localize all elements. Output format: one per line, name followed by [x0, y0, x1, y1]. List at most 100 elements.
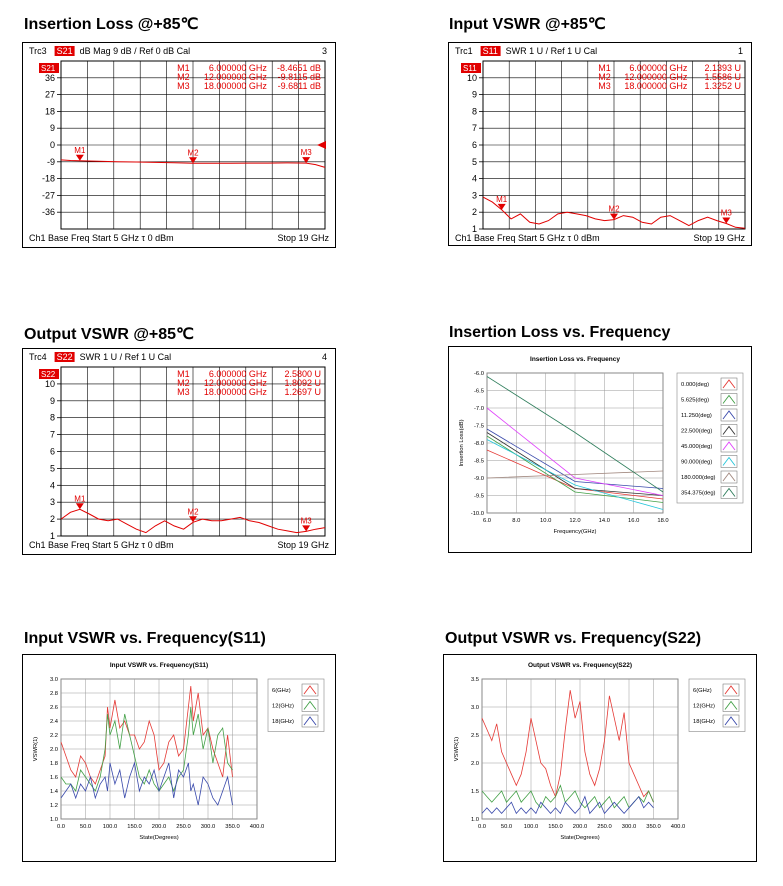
plot-legend-label: 6(GHz) [272, 688, 291, 694]
vna-param-label: S22 [57, 352, 73, 362]
vna-marker-readout-value: -8.4651 dB [277, 63, 321, 73]
vna-y-tick-label: 10 [467, 73, 477, 83]
vna-header-settings: SWR 1 U / Ref 1 U Cal [506, 46, 598, 56]
vna-trace-label: Trc3 [29, 46, 47, 56]
vna-y-tick-label: 7 [472, 123, 477, 133]
plot-x-tick-label: 0.0 [57, 824, 65, 830]
plot-y-tick-label: -7.5 [474, 424, 484, 430]
vna-chart-output-vswr: Trc4 S22 SWR 1 U / Ref 1 U Cal 4 10 9 8 7 6 5 4 3 2 1… [29, 352, 329, 550]
vna-marker-label: M3 [721, 208, 733, 217]
plot-series-line [60, 685, 233, 785]
title-insertion-loss-vs-frequency: Insertion Loss vs. Frequency [449, 324, 671, 341]
vna-y-tick-label: 3 [50, 497, 55, 507]
vna-y-tick-label: 9 [50, 396, 55, 406]
vna-y-tick-label: -9 [47, 157, 55, 167]
vna-marker-readout-name: M2 [598, 72, 611, 82]
plot-x-tick-label: 150.0 [548, 824, 563, 830]
plot-legend-swatch-line [722, 425, 736, 435]
plot-x-tick-label: 150.0 [127, 824, 142, 830]
plot-x-tick-label: 200.0 [152, 824, 167, 830]
vna-marker-readout-freq: 6.000000 GHz [209, 369, 268, 379]
plot-series-line [481, 795, 654, 815]
vna-marker-label: M2 [187, 148, 199, 157]
plot-legend-swatch-line [724, 716, 738, 726]
plot-legend-swatch-box [720, 393, 738, 406]
plot-legend-swatch-box [301, 699, 319, 712]
plot-y-tick-label: -10.0 [471, 511, 484, 517]
vna-marker-readout-value: -9.6811 dB [278, 81, 321, 91]
vna-marker-label: M2 [187, 507, 199, 516]
vna-y-tick-label: 3 [472, 190, 477, 200]
vna-trace-number: 4 [322, 352, 327, 362]
plot-legend-swatch-box [722, 683, 740, 697]
vna-y-tick-label: 4 [50, 480, 55, 490]
plot-x-tick-label: 18.0 [657, 518, 668, 524]
plot-legend-swatch-box [301, 714, 319, 728]
plot-series-line [486, 432, 664, 496]
plot-y-tick-label: 1.4 [50, 789, 59, 795]
plot-y-tick-label: -9.0 [474, 476, 484, 482]
vna-marker-readout-name: M3 [177, 387, 190, 397]
plot-series-line [486, 407, 664, 496]
plot-x-tick-label: 250.0 [597, 824, 612, 830]
vna-marker-readout-freq: 12.000000 GHz [204, 378, 268, 388]
plot-x-tick-label: 400.0 [671, 824, 686, 830]
plot-legend-label: 12(GHz) [693, 704, 715, 710]
plot-y-tick-label: 3.0 [471, 705, 479, 711]
plot-legend-swatch-line [303, 700, 317, 710]
vna-panel-insertion-loss: Trc3 S21 dB Mag 9 dB / Ref 0 dB Cal 3 36 27 18… [22, 42, 336, 248]
plot-y-tick-label: 1.6 [50, 775, 58, 781]
title-output-vswr-85: Output VSWR @+85℃ [24, 326, 195, 343]
title-insertion-loss-85: Insertion Loss @+85℃ [24, 16, 199, 33]
plot-y-tick-label: 2.5 [471, 733, 479, 739]
vna-header-settings: dB Mag 9 dB / Ref 0 dB Cal [80, 46, 191, 56]
title-output-vswr-vs-frequency: Output VSWR vs. Frequency(S22) [445, 630, 702, 647]
plot-title: Input VSWR vs. Frequency(S11) [110, 662, 208, 669]
plot-legend-label: 354.375(deg) [681, 491, 716, 497]
vna-marker-label: M2 [608, 205, 620, 214]
plot-y-tick-label: 2.4 [50, 719, 59, 725]
plot-legend-label: 45.000(deg) [681, 444, 712, 450]
plot-legend-box [676, 372, 744, 504]
plot-x-tick-label: 16.0 [628, 518, 639, 524]
vna-footer-stop: Stop 19 GHz [693, 233, 745, 243]
plot-legend-swatch-box [722, 699, 740, 712]
plot-series-line [60, 761, 233, 806]
vna-trace-number: 3 [322, 46, 327, 56]
vna-marker-readout-freq: 18.000000 GHz [204, 387, 268, 397]
plot-y-tick-label: -6.5 [474, 389, 484, 395]
plot-x-tick-label: 50.0 [80, 824, 91, 830]
vna-param-box [54, 46, 75, 56]
vna-marker-readout-name: M3 [177, 81, 190, 91]
plot-legend-label: 5.625(deg) [681, 398, 709, 404]
vna-y-tick-label: 6 [472, 140, 477, 150]
plot-legend-label: 180.000(deg) [681, 475, 716, 481]
plot-x-tick-label: 0.0 [478, 824, 486, 830]
vna-trace-label: Trc4 [29, 352, 47, 362]
vna-marker-label: M3 [301, 148, 313, 157]
plot-series-line [486, 428, 664, 489]
plot-title: Insertion Loss vs. Frequency [530, 356, 620, 363]
vna-chart-insertion-loss: Trc3 S21 dB Mag 9 dB / Ref 0 dB Cal 3 36 27 18… [29, 46, 329, 243]
title-input-vswr-vs-frequency: Input VSWR vs. Frequency(S11) [24, 630, 266, 647]
vna-chart-input-vswr: Trc1 S11 SWR 1 U / Ref 1 U Cal 1 10 9 8 7 6 5 4 3 2 1… [455, 46, 746, 243]
vna-marker-label: M1 [74, 494, 86, 503]
vna-marker-readout-name: M2 [177, 72, 190, 82]
vna-footer-stop: Stop 19 GHz [277, 233, 329, 243]
plot-x-tick-label: 350.0 [646, 824, 661, 830]
vna-trace-tag: S11 [463, 64, 477, 73]
plot-y-tick-label: 2.2 [50, 733, 58, 739]
plot-legend-label: 22.500(deg) [681, 429, 712, 435]
vna-marker-triangle [497, 203, 506, 210]
plot-series-line [481, 784, 654, 809]
vna-y-tick-label: -18 [42, 174, 55, 184]
vna-footer-start: Ch1 Base Freq Start 5 GHz τ 0 dBm [29, 233, 174, 243]
plot-chart-insertion-loss-freq: Insertion Loss vs. Frequency 6.0 8.0 10.0 12… [459, 356, 744, 535]
plot-y-tick-label: 1.0 [471, 817, 479, 823]
plot-y-tick-label: 2.6 [50, 705, 58, 711]
vna-y-tick-label: 1 [472, 224, 477, 234]
plot-legend-label: 12(GHz) [272, 704, 294, 710]
vna-y-tick-label: 8 [50, 413, 55, 423]
plot-legend-swatch-line [303, 716, 317, 726]
plot-x-tick-label: 8.0 [512, 518, 520, 524]
